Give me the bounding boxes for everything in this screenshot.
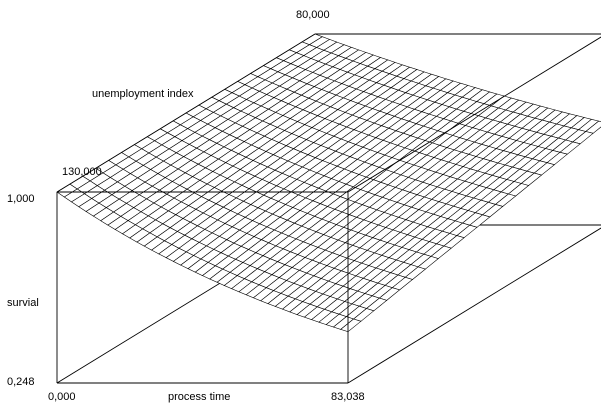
frame-edge-floor-right xyxy=(347,227,601,384)
z-tick-label-near: 130,000 xyxy=(62,166,102,178)
frame-edge-top-left xyxy=(56,33,316,193)
frame-edge-top-right xyxy=(347,36,601,193)
y-tick-label-bottom: 0,248 xyxy=(7,376,35,388)
surface-mesh xyxy=(56,33,601,333)
z-axis-label: unemployment index xyxy=(92,88,194,100)
x-axis-label: process time xyxy=(168,391,230,403)
y-tick-label-top: 1,000 xyxy=(7,193,35,205)
x-tick-label-start: 0,000 xyxy=(48,391,76,403)
y-axis-label: survial xyxy=(7,297,39,309)
z-tick-label-far: 80,000 xyxy=(296,9,330,21)
front-frame xyxy=(56,33,601,384)
x-tick-label-end: 83,038 xyxy=(331,391,365,403)
